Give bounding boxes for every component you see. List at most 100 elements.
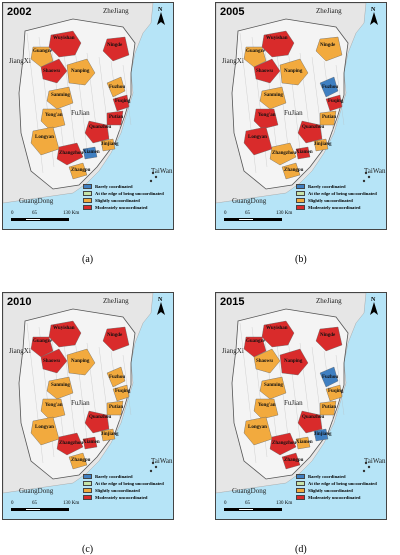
province-label-guangdong: GuangDong: [19, 487, 54, 495]
province-label-fujian: FuJian: [71, 399, 90, 407]
region-zhangpu: [281, 162, 301, 180]
region-longyan: [243, 416, 273, 446]
place-label: Sanming: [264, 93, 283, 98]
scale-bar-graphic: [11, 218, 69, 221]
year-label: 2002: [7, 6, 32, 18]
place-label: Fuqing: [328, 99, 344, 104]
north-arrow-icon: N: [368, 297, 380, 316]
place-label: Quanzhou: [302, 415, 325, 420]
legend-label: Barely coordinated: [95, 474, 133, 479]
scale-label: 130 Km: [63, 211, 80, 216]
region-yongan: [40, 108, 66, 130]
region-guangze: [30, 46, 54, 68]
region-longyan: [30, 416, 60, 446]
province-label-taiwan: TaiWan: [151, 167, 173, 175]
sea-area: [3, 293, 173, 519]
legend-item-orange: Slightly uncoordinated: [83, 197, 164, 204]
island-marker: [154, 465, 158, 469]
province-label-guangdong: GuangDong: [232, 197, 267, 205]
region-putian: [106, 110, 124, 126]
scale-bar-graphic: [224, 218, 282, 221]
legend-label: Barely coordinated: [95, 184, 133, 189]
province-label-fujian: FuJian: [284, 399, 303, 407]
region-jinjiang: [313, 138, 329, 152]
place-label: Jinjiang: [101, 432, 119, 437]
region-fuqing: [325, 94, 343, 112]
island-marker: [362, 469, 366, 473]
place-label: Guangze: [33, 339, 52, 344]
legend-label: At the edge of being uncoordinated: [308, 191, 377, 196]
scale-label: 0: [224, 501, 227, 506]
region-guangze: [243, 46, 267, 68]
region-fuzhou: [319, 366, 339, 388]
legend-swatch: [83, 488, 92, 493]
legend-item-green: At the edge of being uncoordinated: [83, 190, 164, 197]
region-sanming: [46, 376, 74, 400]
place-label: Wuyishan: [53, 36, 75, 41]
place-label: Zhangzhou: [272, 151, 297, 156]
legend-label: Moderately uncoordinated: [308, 205, 361, 210]
place-label: Zhangzhou: [59, 441, 84, 446]
year-label: 2015: [220, 296, 245, 308]
place-label: Zhangpu: [71, 458, 91, 463]
legend-swatch: [296, 474, 305, 479]
legend-item-blue: Barely coordinated: [296, 183, 377, 190]
place-label: Fuqing: [115, 389, 131, 394]
island-marker: [367, 465, 371, 469]
place-label: Longyan: [35, 425, 54, 430]
region-fuzhou: [106, 366, 126, 388]
region-guangze: [243, 336, 267, 358]
place-label: Longyan: [248, 425, 267, 430]
island-marker: [154, 175, 158, 179]
place-label: Wuyishan: [266, 36, 288, 41]
north-arrow-icon: N: [155, 297, 167, 316]
place-label: Wuyishan: [266, 326, 288, 331]
place-label: Sanming: [51, 383, 70, 388]
place-label: Longyan: [35, 135, 54, 140]
scale-label: 0: [11, 501, 14, 506]
place-label: Fuzhou: [322, 85, 339, 90]
island-marker: [149, 469, 153, 473]
region-zhangzhou: [269, 432, 297, 456]
scale-label: 130 Km: [276, 211, 293, 216]
place-label: Fuzhou: [322, 375, 339, 380]
place-label: Shaowu: [43, 359, 60, 364]
province-label-guangdong: GuangDong: [19, 197, 54, 205]
legend-item-red: Moderately uncoordinated: [296, 494, 377, 501]
legend-label: Slightly uncoordinated: [308, 488, 353, 493]
island-marker: [362, 179, 366, 183]
province-label-fujian: FuJian: [284, 109, 303, 117]
region-fuqing: [325, 384, 343, 402]
place-label: Wuyishan: [53, 326, 75, 331]
place-label: Fuqing: [115, 99, 131, 104]
legend-item-orange: Slightly uncoordinated: [296, 487, 377, 494]
map-panel-b: 2005 ZheJiang JiangXi FuJian GuangDong TaiWan…: [215, 2, 387, 230]
map-canvas: [216, 293, 386, 519]
island-marker: [149, 179, 153, 183]
legend-label: Barely coordinated: [308, 184, 346, 189]
legend-swatch: [296, 191, 305, 196]
north-label: N: [158, 297, 163, 303]
map-canvas: [216, 3, 386, 229]
province-label-jiangxi: JiangXi: [9, 57, 31, 65]
place-label: Xiamen: [296, 150, 313, 155]
legend-swatch: [83, 191, 92, 196]
region-nanping: [66, 348, 96, 376]
place-label: Fuqing: [328, 389, 344, 394]
region-ningde: [315, 326, 343, 352]
region-sanming: [46, 86, 74, 110]
place-label: Guangze: [246, 339, 265, 344]
scale-label: 65: [32, 501, 37, 506]
legend-label: At the edge of being uncoordinated: [95, 481, 164, 486]
legend-item-green: At the edge of being uncoordinated: [296, 480, 377, 487]
legend-label: Barely coordinated: [308, 474, 346, 479]
region-putian: [106, 400, 124, 416]
year-label: 2005: [220, 6, 245, 18]
place-label: Jinjiang: [314, 432, 332, 437]
legend-item-red: Moderately uncoordinated: [296, 204, 377, 211]
legend-item-green: At the edge of being uncoordinated: [83, 480, 164, 487]
sea-area: [216, 293, 386, 519]
legend-label: Slightly uncoordinated: [95, 488, 140, 493]
region-fuzhou: [319, 76, 339, 98]
place-label: Zhangzhou: [59, 151, 84, 156]
